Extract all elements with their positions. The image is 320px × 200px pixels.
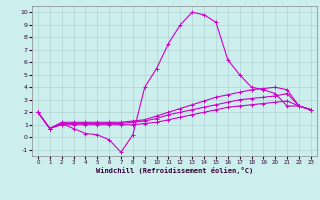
X-axis label: Windchill (Refroidissement éolien,°C): Windchill (Refroidissement éolien,°C) (96, 167, 253, 174)
